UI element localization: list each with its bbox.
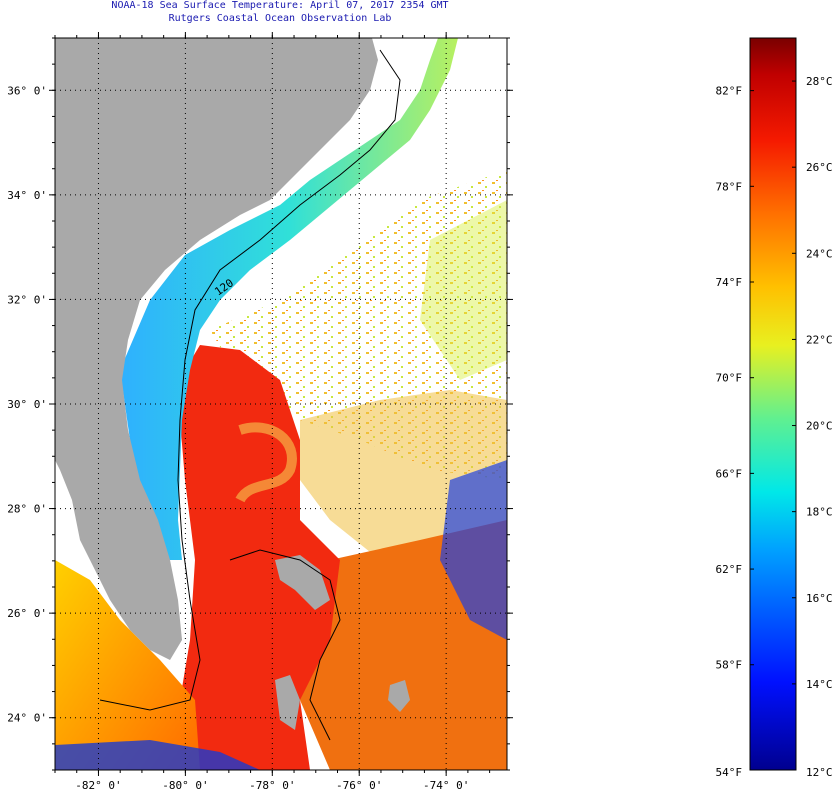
colorbar-fahrenheit-label: 74°F (716, 276, 743, 289)
colorbar-fahrenheit-label: 82°F (716, 85, 743, 98)
lat-tick-label: 24° 0' (7, 712, 47, 725)
lat-tick-label: 34° 0' (7, 189, 47, 202)
map-title: NOAA-18 Sea Surface Temperature: April 0… (111, 0, 449, 11)
colorbar-fahrenheit-labels: 82°F 78°F 74°F 70°F 66°F 62°F 58°F 54°F (716, 85, 754, 779)
lat-tick-label: 32° 0' (7, 293, 47, 306)
offshore-green-patch (420, 200, 507, 380)
bahamas-island (388, 680, 410, 712)
colorbar-celsius-label: 26°C (806, 161, 832, 174)
lon-tick-label: -76° 0' (336, 779, 382, 792)
colorbar-fahrenheit-label: 62°F (716, 563, 743, 576)
colorbar-celsius-label: 18°C (806, 506, 832, 519)
bahamas-island (275, 675, 300, 730)
colorbar (749, 37, 797, 771)
bank-contour (229, 549, 341, 741)
lat-tick-label: 36° 0' (7, 84, 47, 97)
lon-tick-label: -78° 0' (249, 779, 295, 792)
colorbar-celsius-labels: 28°C 26°C 24°C 22°C 20°C 18°C 16°C 14°C 12°C (792, 75, 832, 779)
gulf-of-mexico-water (55, 560, 200, 770)
lon-tick-label: -74° 0' (423, 779, 469, 792)
gulf-stream-swirl (235, 422, 297, 503)
map-area: 120 (55, 38, 507, 770)
colorbar-fahrenheit-label: 58°F (716, 659, 743, 672)
colorbar-celsius-label: 14°C (806, 678, 832, 691)
lat-tick-label: 26° 0' (7, 607, 47, 620)
graticule (55, 38, 507, 770)
map-subtitle: Rutgers Coastal Ocean Observation Lab (168, 13, 392, 24)
colorbar-fahrenheit-label: 70°F (716, 372, 743, 385)
colorbar-celsius-label: 20°C (806, 420, 832, 433)
colorbar-celsius-label: 12°C (806, 766, 832, 779)
lon-tick-label: -80° 0' (162, 779, 208, 792)
colorbar-celsius-label: 16°C (806, 592, 832, 605)
colorbar-celsius-label: 28°C (806, 75, 832, 88)
colorbar-fahrenheit-label: 54°F (716, 766, 743, 779)
lon-tick-label: -82° 0' (75, 779, 121, 792)
us-landmass (55, 38, 378, 660)
lat-tick-label: 28° 0' (7, 503, 47, 516)
continental-shelf-water (120, 38, 458, 560)
cuba-coast-water (55, 740, 260, 770)
bahamas-island (275, 555, 330, 610)
gulf-stream (180, 345, 340, 770)
longitude-axis: -82° 0' -80° 0' -78° 0' -76° 0' -74° 0' (54, 32, 491, 792)
colorbar-fahrenheit-label: 66°F (716, 467, 743, 480)
depth-contour (99, 49, 401, 711)
latitude-axis: 36° 0' 34° 0' 32° 0' 30° 0' 28° 0' 26° 0' 24° … (7, 37, 513, 771)
colorbar-celsius-label: 22°C (806, 333, 832, 346)
cool-eddy-east (440, 460, 507, 640)
colorbar-celsius-label: 24°C (806, 247, 832, 260)
colorbar-fahrenheit-label: 78°F (716, 180, 743, 193)
lat-tick-label: 30° 0' (7, 398, 47, 411)
